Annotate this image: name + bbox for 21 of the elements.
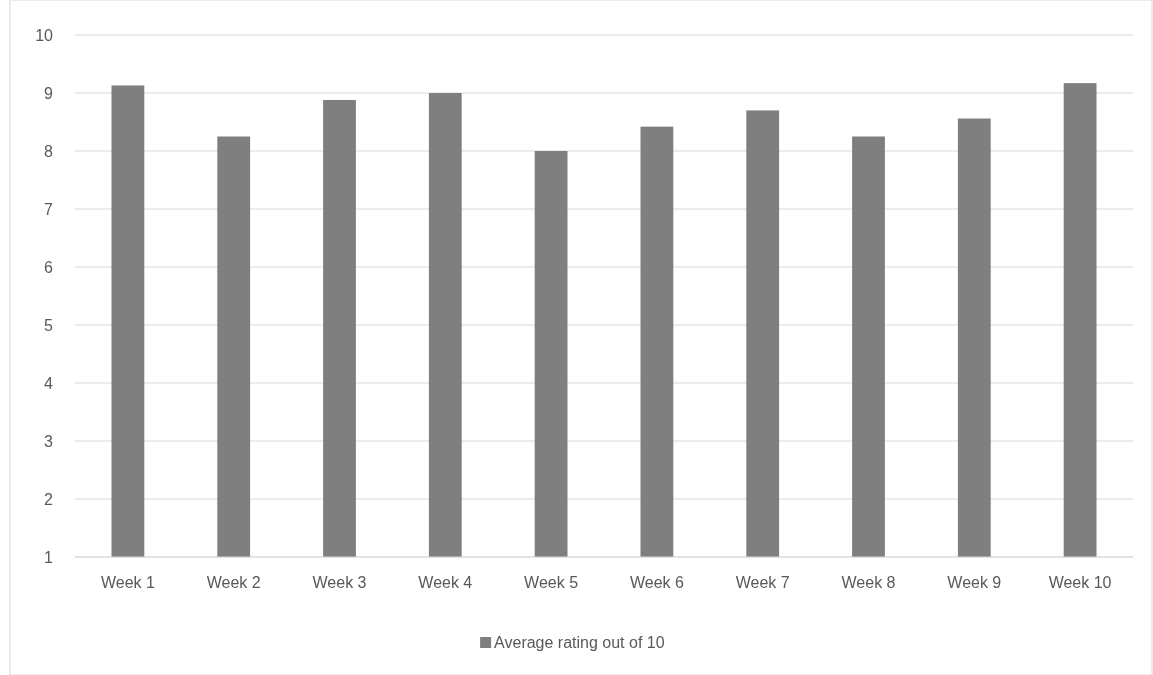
y-tick-label: 8 [44, 142, 54, 160]
y-tick-label: 7 [44, 200, 54, 218]
x-tick-label: Week 4 [418, 573, 473, 591]
x-tick-label: Week 7 [735, 573, 790, 591]
x-tick-label: Week 2 [206, 573, 261, 591]
x-tick-label: Week 8 [841, 573, 896, 591]
y-tick-label: 5 [44, 316, 54, 334]
y-tick-label: 9 [44, 84, 54, 102]
x-tick-label: Week 6 [629, 573, 684, 591]
legend-label: Average rating out of 10 [494, 633, 665, 651]
x-tick-label: Week 9 [947, 573, 1002, 591]
y-tick-label: 4 [44, 374, 54, 392]
y-tick-label: 3 [44, 432, 54, 450]
x-tick-label: Week 5 [524, 573, 579, 591]
y-tick-label: 2 [44, 490, 54, 508]
y-tick-label: 10 [35, 26, 54, 44]
y-tick-label: 1 [44, 548, 54, 566]
x-tick-label: Week 10 [1048, 573, 1112, 591]
x-tick-label: Week 1 [100, 573, 155, 591]
x-tick-label: Week 3 [312, 573, 367, 591]
y-tick-label: 6 [44, 258, 54, 276]
